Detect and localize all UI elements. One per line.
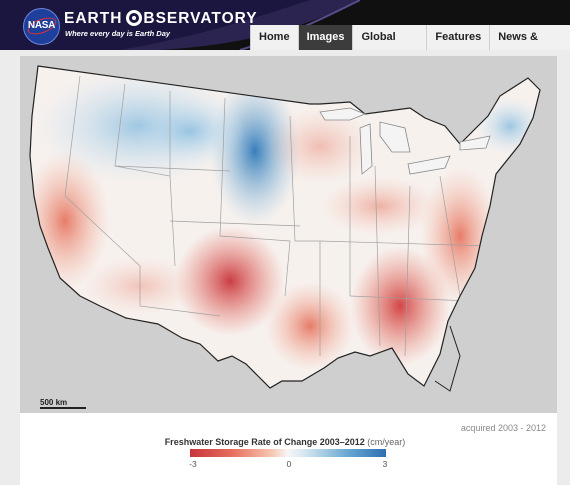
scale-bar-label: 500 km [40,398,68,407]
legend-title: Freshwater Storage Rate of Change 2003–2… [0,437,570,447]
map-svg [20,56,557,413]
scale-bar-line [40,407,86,409]
observatory-o-icon [126,10,143,26]
legend-mid: 0 [286,459,292,469]
florida-outline [434,325,461,392]
state-borders [64,75,491,357]
great-lakes [319,107,491,175]
legend-min: -3 [189,459,197,469]
site-tagline: Where every day is Earth Day [65,29,171,38]
color-scale-bar [190,449,386,457]
nav-features[interactable]: Features [426,25,490,50]
nav-global-maps[interactable]: Global Maps [352,25,427,68]
nav-home[interactable]: Home [250,25,298,50]
legend-title-text: Freshwater Storage Rate of Change 2003–2… [164,437,365,447]
main-nav: Home Images Global Maps Features News & … [250,25,570,68]
site-title[interactable]: EARTH BSERVATORY [64,10,258,28]
nav-news-notes[interactable]: News & Notes [489,25,570,68]
site-title-left: EARTH [64,10,123,27]
site-title-right: BSERVATORY [143,10,258,27]
legend-max: 3 [382,459,388,469]
nav-images[interactable]: Images [297,25,353,50]
nasa-logo-text: NASA [27,20,56,31]
site-header: NASA EARTH BSERVATORY Where every day is … [0,0,570,68]
nasa-logo[interactable]: NASA [23,8,60,45]
legend-unit: (cm/year) [367,437,406,447]
freshwater-map[interactable]: 500 km [20,56,557,413]
acquired-date: acquired 2003 - 2012 [460,423,546,433]
